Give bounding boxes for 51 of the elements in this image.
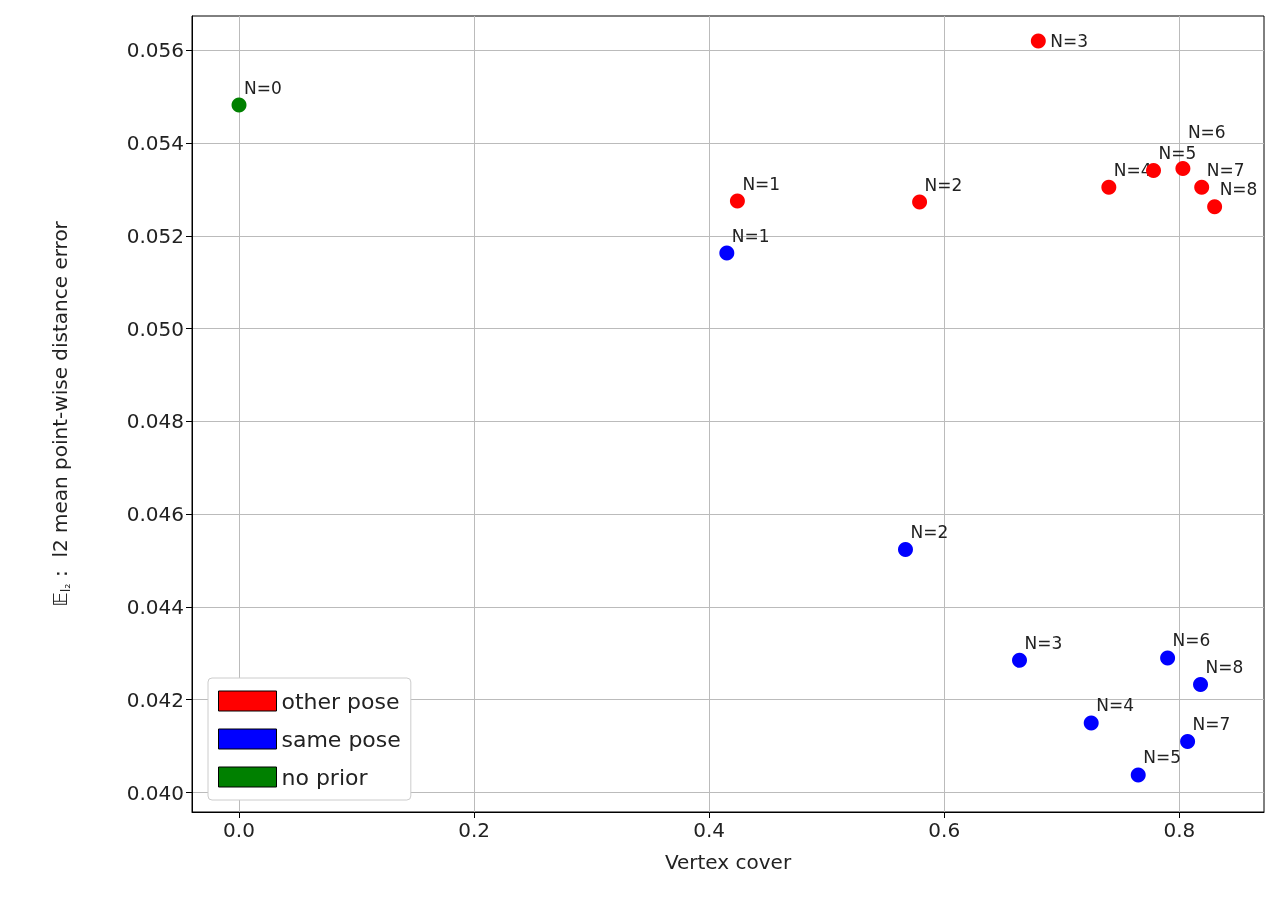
y-tick-label: 0.050 <box>126 316 184 341</box>
y-tick-label: 0.044 <box>126 594 184 619</box>
y-axis-title: 𝔼l₂ : l2 mean point-wise distance error <box>47 220 73 607</box>
point <box>1180 734 1196 749</box>
annotation: N=8 <box>1205 656 1244 677</box>
y-tick-label: 0.054 <box>126 131 184 156</box>
annotation: N=6 <box>1172 630 1211 651</box>
annotation: N=7 <box>1192 713 1231 734</box>
annotation: N=2 <box>924 174 963 195</box>
annotation: N=3 <box>1024 632 1063 653</box>
point <box>1101 179 1117 195</box>
y-tick-label: 0.056 <box>126 38 184 63</box>
x-tick-label: 0.4 <box>693 818 726 842</box>
point <box>1130 767 1146 783</box>
legend-label: other pose <box>281 688 400 714</box>
annotation: N=6 <box>1187 122 1226 143</box>
point <box>912 194 928 210</box>
annotation: N=2 <box>910 521 949 542</box>
legend-label: same pose <box>281 726 401 752</box>
point <box>1193 676 1209 692</box>
x-tick-label: 0.0 <box>223 818 255 842</box>
point <box>719 245 735 261</box>
point <box>1207 199 1223 215</box>
annotation: N=5 <box>1143 747 1182 768</box>
point <box>1083 715 1099 731</box>
y-tick-label: 0.040 <box>126 780 184 805</box>
y-tick-label: 0.046 <box>126 502 184 527</box>
annotation: N=5 <box>1158 142 1197 163</box>
y-tick-label: 0.052 <box>126 223 184 248</box>
point <box>1175 161 1191 177</box>
x-tick-label: 0.8 <box>1163 818 1196 842</box>
annotation: N=3 <box>1050 30 1089 51</box>
x-tick-label: 0.2 <box>458 818 491 842</box>
y-tick-label: 0.048 <box>126 409 184 434</box>
x-tick-label: 0.6 <box>928 818 961 842</box>
legend-label: no prior <box>281 764 369 790</box>
y-tick-label: 0.042 <box>126 687 184 712</box>
annotation: N=8 <box>1219 179 1258 200</box>
x-axis-title: Vertex cover <box>664 850 792 874</box>
annotation: N=4 <box>1096 695 1134 716</box>
annotation: N=7 <box>1206 159 1245 180</box>
point <box>231 97 247 113</box>
point <box>898 541 913 557</box>
point <box>729 193 745 209</box>
annotation: N=0 <box>244 77 282 98</box>
point <box>1160 650 1176 666</box>
point <box>1012 652 1028 668</box>
annotation: N=1 <box>731 225 770 246</box>
point <box>1030 33 1046 49</box>
annotation: N=1 <box>742 173 781 194</box>
point <box>1194 179 1210 195</box>
